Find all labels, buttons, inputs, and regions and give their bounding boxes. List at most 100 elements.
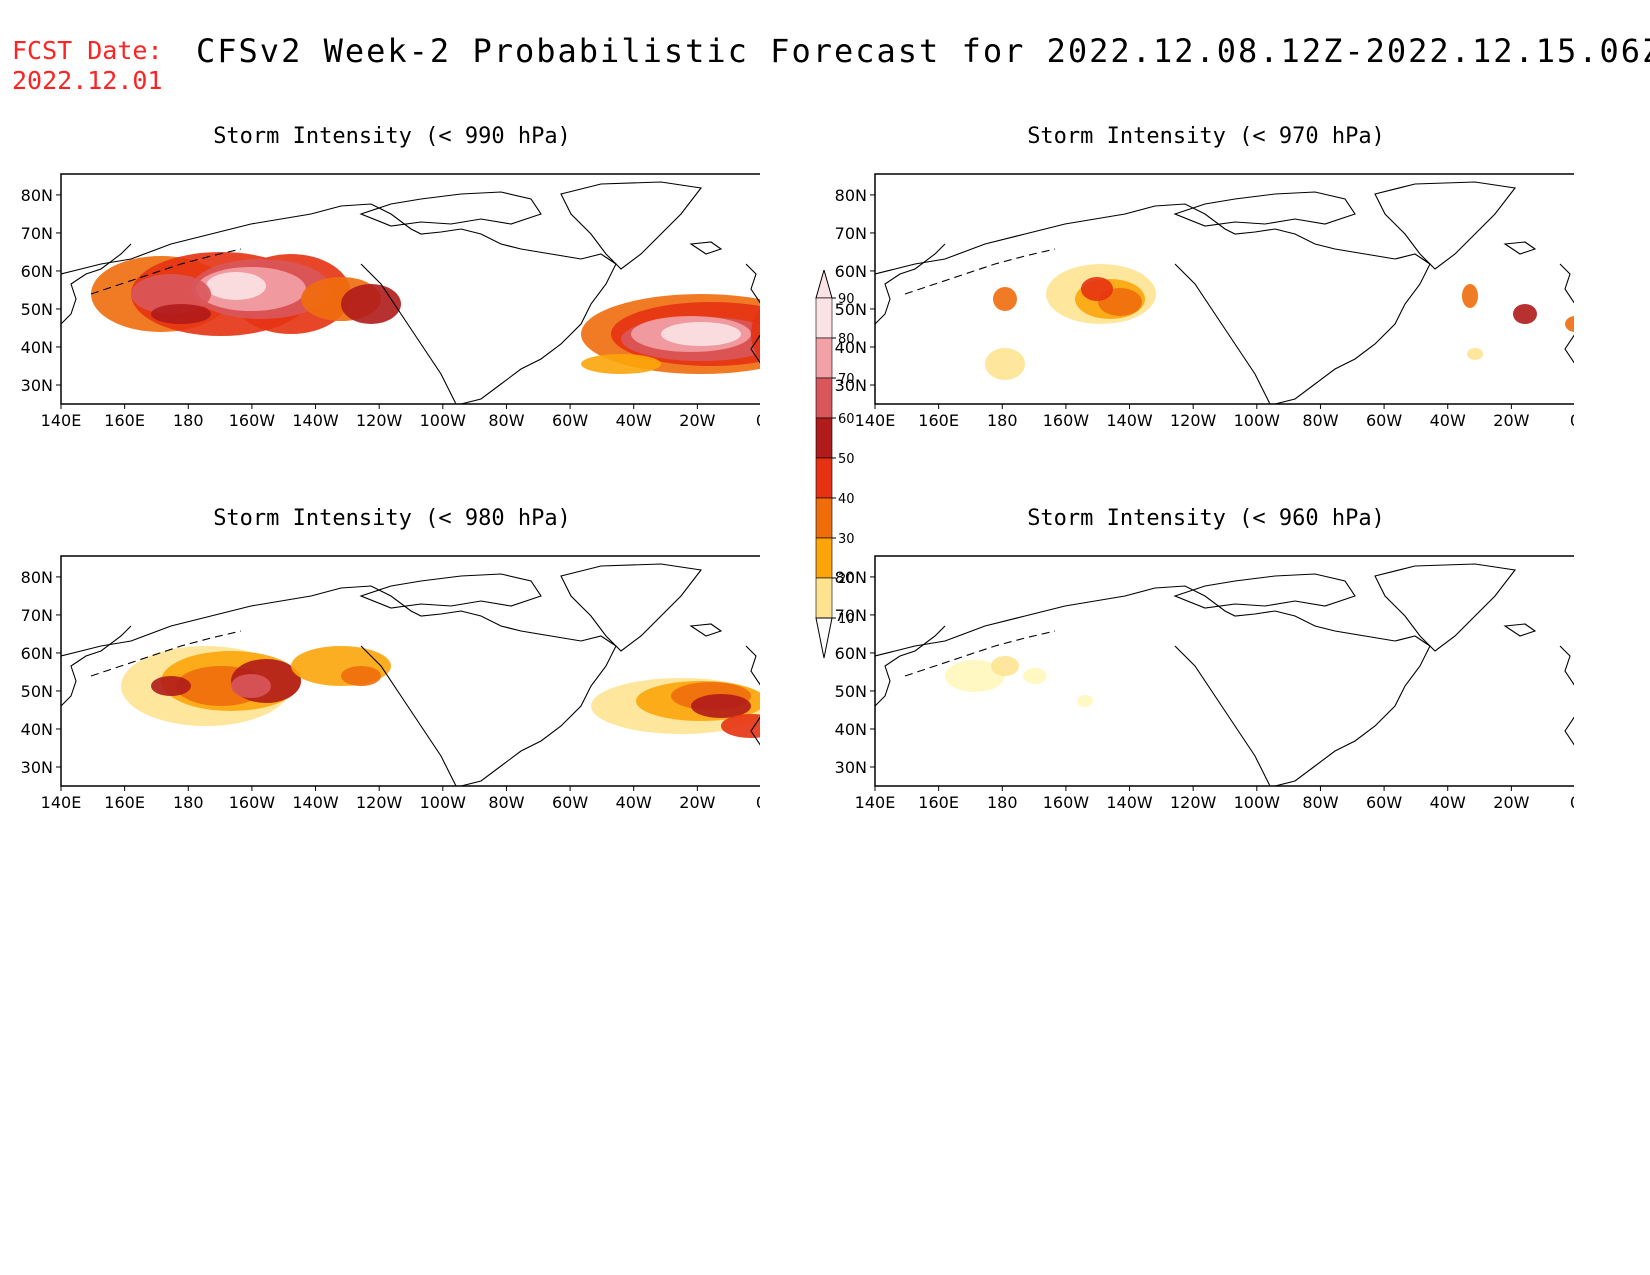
- lat-tick-label: 30N: [21, 376, 53, 395]
- panel-title-970: Storm Intensity (< 970 hPa): [1027, 124, 1385, 149]
- probability-shading: [945, 660, 1005, 692]
- coastline: [745, 263, 760, 364]
- coastline: [560, 181, 703, 270]
- coastline: [359, 191, 542, 227]
- coastline: [745, 645, 760, 746]
- lat-tick-label: 80N: [835, 568, 867, 587]
- lon-tick-label: 40W: [616, 793, 652, 812]
- lon-tick-label: 40W: [1430, 793, 1466, 812]
- coastline: [1174, 263, 1271, 404]
- colorbar-level-label: 80: [838, 332, 855, 347]
- colorbar-segment: [815, 297, 833, 339]
- lon-tick-label: 140E: [41, 793, 82, 812]
- lon-tick-label: 0: [756, 411, 760, 430]
- lon-tick-label: 60W: [552, 793, 588, 812]
- colorbar-segment: [815, 497, 833, 539]
- coastline: [1503, 241, 1537, 255]
- lon-tick-label: 140W: [1106, 411, 1153, 430]
- lat-tick-label: 70N: [21, 606, 53, 625]
- lon-tick-label: 0: [1570, 411, 1574, 430]
- probability-shading: [1023, 668, 1047, 684]
- lat-tick-label: 70N: [835, 606, 867, 625]
- lon-tick-label: 100W: [420, 411, 467, 430]
- lon-tick-label: 20W: [1493, 411, 1529, 430]
- lon-tick-label: 160W: [1043, 793, 1090, 812]
- lon-tick-label: 140E: [855, 411, 896, 430]
- panel-title-960: Storm Intensity (< 960 hPa): [1027, 506, 1385, 531]
- lon-tick-label: 80W: [1302, 411, 1338, 430]
- colorbar-level-label: 90: [838, 292, 855, 307]
- lat-tick-label: 50N: [21, 300, 53, 319]
- coastline: [1374, 181, 1517, 270]
- probability-shading: [341, 284, 401, 324]
- lat-tick-label: 30N: [835, 376, 867, 395]
- fcst-date-label: FCST Date:: [12, 36, 163, 65]
- map-panel-980: 80N 70N 60N 50N 40N 30N 140E 160E 180 160W 140W 120…: [21, 555, 760, 812]
- colorbar-level-label: 70: [838, 372, 855, 387]
- map-frame: [60, 173, 760, 405]
- lon-tick-label: 60W: [552, 411, 588, 430]
- coastline: [875, 585, 1431, 786]
- lon-tick-label: 180: [173, 793, 204, 812]
- map-panel-970: 80N 70N 60N 50N 40N 30N 140E 160E 180 160W 140W 120…: [835, 173, 1574, 430]
- lon-tick-label: 140W: [1106, 793, 1153, 812]
- lat-tick-label: 80N: [21, 568, 53, 587]
- probability-shading: [131, 274, 211, 314]
- lon-tick-label: 120W: [1170, 411, 1217, 430]
- lon-tick-label: 140E: [855, 793, 896, 812]
- map-panel-990: 80N 70N 60N 50N 40N 30N 140E 160E 180 160W 140W 120…: [21, 173, 760, 430]
- probability-shading: [691, 694, 751, 718]
- coastline: [1503, 623, 1537, 637]
- probability-shading: [993, 287, 1017, 311]
- probability-shading: [991, 656, 1019, 676]
- lat-tick-label: 30N: [21, 758, 53, 777]
- coastline: [360, 645, 457, 786]
- lon-tick-label: 160W: [1043, 411, 1090, 430]
- lon-tick-label: 80W: [488, 411, 524, 430]
- lon-tick-label: 60W: [1366, 411, 1402, 430]
- lon-tick-label: 160E: [104, 411, 145, 430]
- dateline-dashed: [90, 630, 242, 677]
- coastline: [1174, 645, 1271, 786]
- lon-tick-label: 20W: [1493, 793, 1529, 812]
- lon-tick-label: 160E: [918, 411, 959, 430]
- probability-shading: [1077, 695, 1093, 707]
- map-frame: [874, 555, 1574, 787]
- probability-shading: [721, 714, 760, 738]
- colorbar-segment: [815, 457, 833, 499]
- lat-tick-label: 50N: [835, 300, 867, 319]
- coastline: [1559, 645, 1574, 746]
- colorbar-level-label: 40: [838, 492, 855, 507]
- probability-shading: [581, 354, 661, 374]
- map-panel-960: 80N 70N 60N 50N 40N 30N 140E 160E 180 160W 140W 120…: [835, 555, 1574, 812]
- lon-tick-label: 120W: [1170, 793, 1217, 812]
- lon-tick-label: 180: [987, 411, 1018, 430]
- panel-title-980: Storm Intensity (< 980 hPa): [213, 506, 571, 531]
- coastline: [61, 203, 617, 404]
- coastline: [61, 585, 617, 786]
- probability-colorbar: 90 80 70 60 50 40 30 20 10: [815, 270, 855, 659]
- coastline: [875, 625, 946, 707]
- lon-tick-label: 100W: [1234, 793, 1281, 812]
- colorbar-segment: [815, 417, 833, 459]
- lat-tick-label: 40N: [835, 720, 867, 739]
- probability-shading: [985, 348, 1025, 380]
- fcst-date-value: 2022.12.01: [12, 66, 163, 95]
- lat-tick-label: 60N: [835, 262, 867, 281]
- probability-shading: [1513, 304, 1537, 324]
- lon-tick-label: 140W: [292, 411, 339, 430]
- coastline: [875, 203, 1431, 404]
- coastline: [61, 625, 132, 707]
- lat-tick-label: 50N: [21, 682, 53, 701]
- lon-tick-label: 40W: [1430, 411, 1466, 430]
- probability-shading: [1081, 277, 1113, 301]
- colorbar-level-label: 20: [838, 572, 855, 587]
- coastline: [61, 243, 132, 325]
- map-frame: [874, 173, 1574, 405]
- dateline-dashed: [90, 248, 242, 295]
- lon-tick-label: 160E: [918, 793, 959, 812]
- dateline-dashed: [904, 630, 1056, 677]
- lon-tick-label: 180: [173, 411, 204, 430]
- lon-tick-label: 20W: [679, 411, 715, 430]
- lon-tick-label: 160W: [229, 411, 276, 430]
